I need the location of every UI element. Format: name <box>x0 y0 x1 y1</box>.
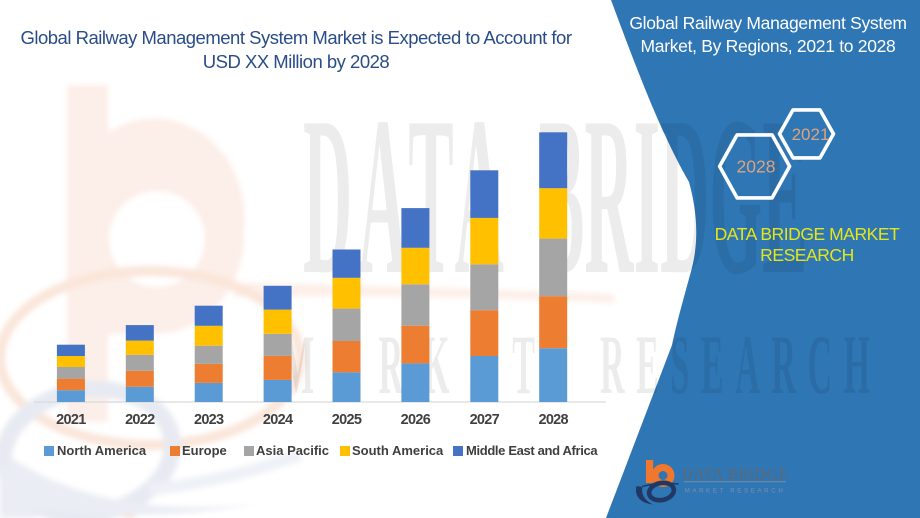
svg-text:MARKET RESEARCH: MARKET RESEARCH <box>685 488 786 495</box>
svg-text:DATA BRIDGE: DATA BRIDGE <box>682 466 788 483</box>
svg-text:2021: 2021 <box>792 125 830 144</box>
svg-text:2028: 2028 <box>737 157 776 177</box>
